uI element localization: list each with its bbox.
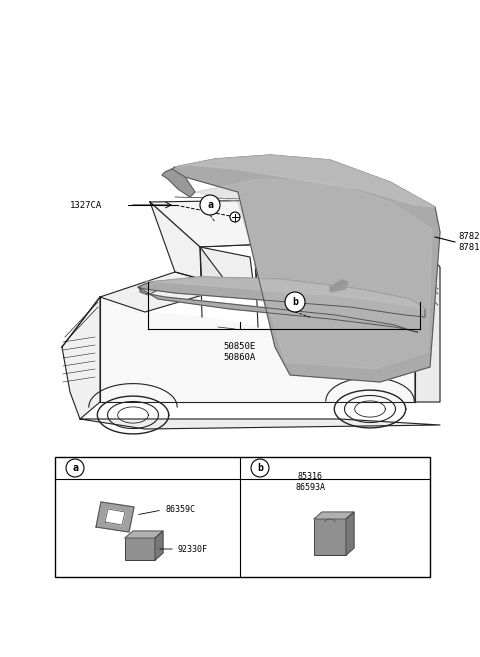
Polygon shape bbox=[150, 202, 230, 287]
Circle shape bbox=[285, 292, 305, 312]
Polygon shape bbox=[125, 531, 163, 538]
Polygon shape bbox=[162, 169, 195, 197]
Polygon shape bbox=[100, 297, 415, 402]
Polygon shape bbox=[80, 419, 440, 429]
Polygon shape bbox=[330, 280, 348, 292]
Polygon shape bbox=[314, 512, 354, 519]
Bar bbox=[125, 538, 155, 560]
Polygon shape bbox=[172, 155, 440, 382]
Polygon shape bbox=[346, 512, 354, 555]
Polygon shape bbox=[150, 199, 415, 247]
Polygon shape bbox=[145, 277, 425, 309]
Text: a: a bbox=[207, 200, 213, 210]
Polygon shape bbox=[318, 265, 368, 309]
Polygon shape bbox=[100, 272, 230, 312]
Polygon shape bbox=[368, 267, 395, 309]
Text: a: a bbox=[72, 463, 78, 473]
Polygon shape bbox=[62, 297, 100, 419]
Text: 50850E
50860A: 50850E 50860A bbox=[224, 342, 256, 362]
Circle shape bbox=[200, 195, 220, 215]
Polygon shape bbox=[138, 277, 425, 332]
Polygon shape bbox=[195, 179, 432, 369]
Circle shape bbox=[66, 459, 84, 477]
Polygon shape bbox=[96, 502, 134, 532]
Bar bbox=[314, 519, 346, 555]
Text: 85316
86593A: 85316 86593A bbox=[295, 472, 325, 492]
Text: 86359C: 86359C bbox=[165, 505, 195, 514]
Text: 92330F: 92330F bbox=[178, 545, 208, 553]
Circle shape bbox=[230, 212, 240, 222]
Polygon shape bbox=[175, 155, 435, 207]
Text: 1327CA: 1327CA bbox=[70, 200, 102, 210]
Text: 87820A
87810A: 87820A 87810A bbox=[458, 232, 480, 252]
Text: b: b bbox=[257, 463, 263, 473]
Polygon shape bbox=[155, 531, 163, 560]
Polygon shape bbox=[105, 509, 125, 525]
Text: b: b bbox=[292, 297, 298, 307]
Polygon shape bbox=[200, 247, 255, 297]
Bar bbox=[55, 457, 430, 577]
Circle shape bbox=[251, 459, 269, 477]
Polygon shape bbox=[255, 257, 318, 305]
Polygon shape bbox=[140, 282, 160, 295]
Polygon shape bbox=[415, 239, 440, 402]
